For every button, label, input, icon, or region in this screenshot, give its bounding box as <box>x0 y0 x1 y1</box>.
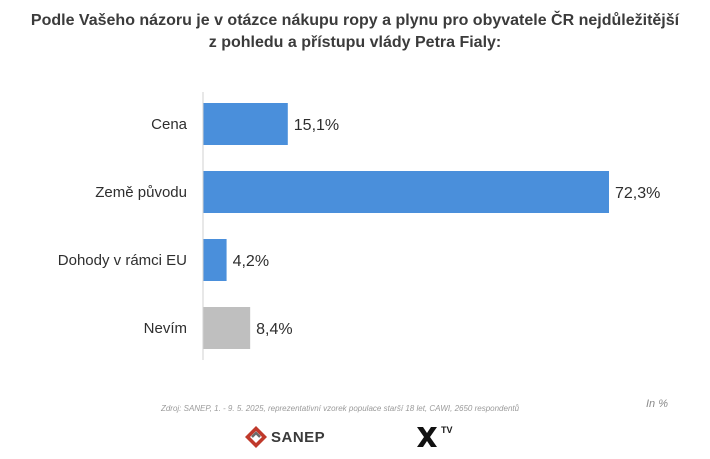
bar-3 <box>203 307 251 349</box>
category-label-1: Země původu <box>95 184 187 201</box>
source-note: Zdroj: SANEP, 1. - 9. 5. 2025, reprezent… <box>160 404 520 413</box>
value-label-0: 15,1% <box>294 117 339 134</box>
value-label-1: 72,3% <box>615 185 660 202</box>
xtv-logo: TV <box>414 424 453 450</box>
chart-title-line-1: Podle Vašeho názoru je v otázce nákupu r… <box>30 12 680 29</box>
x-logo-icon <box>417 427 437 447</box>
chart-title-line-2: z pohledu a přístupu vlády Petra Fialy: <box>208 34 502 51</box>
bars-group: Cena 15,1% Země původu 72,3% Dohody v rámci … <box>58 103 660 349</box>
bar-chart: Cena 15,1% Země původu 72,3% Dohody v rámci … <box>58 92 660 360</box>
value-label-3: 8,4% <box>256 321 292 338</box>
xtv-logo-text: TV <box>441 425 453 435</box>
category-label-3: Nevím <box>144 320 187 337</box>
value-label-2: 4,2% <box>233 253 269 270</box>
chart-title: Podle Vašeho názoru je v otázce nákupu r… <box>0 10 710 54</box>
bar-2 <box>203 239 227 281</box>
category-label-0: Cena <box>151 116 188 133</box>
sanep-logo-icon <box>245 426 267 448</box>
sanep-logo-text: SANEP <box>271 428 326 446</box>
unit-note: In % <box>645 398 668 410</box>
bar-0 <box>203 103 288 145</box>
sanep-logo: SANEP <box>243 424 325 450</box>
category-label-2: Dohody v rámci EU <box>58 252 187 269</box>
bar-1 <box>203 171 609 213</box>
